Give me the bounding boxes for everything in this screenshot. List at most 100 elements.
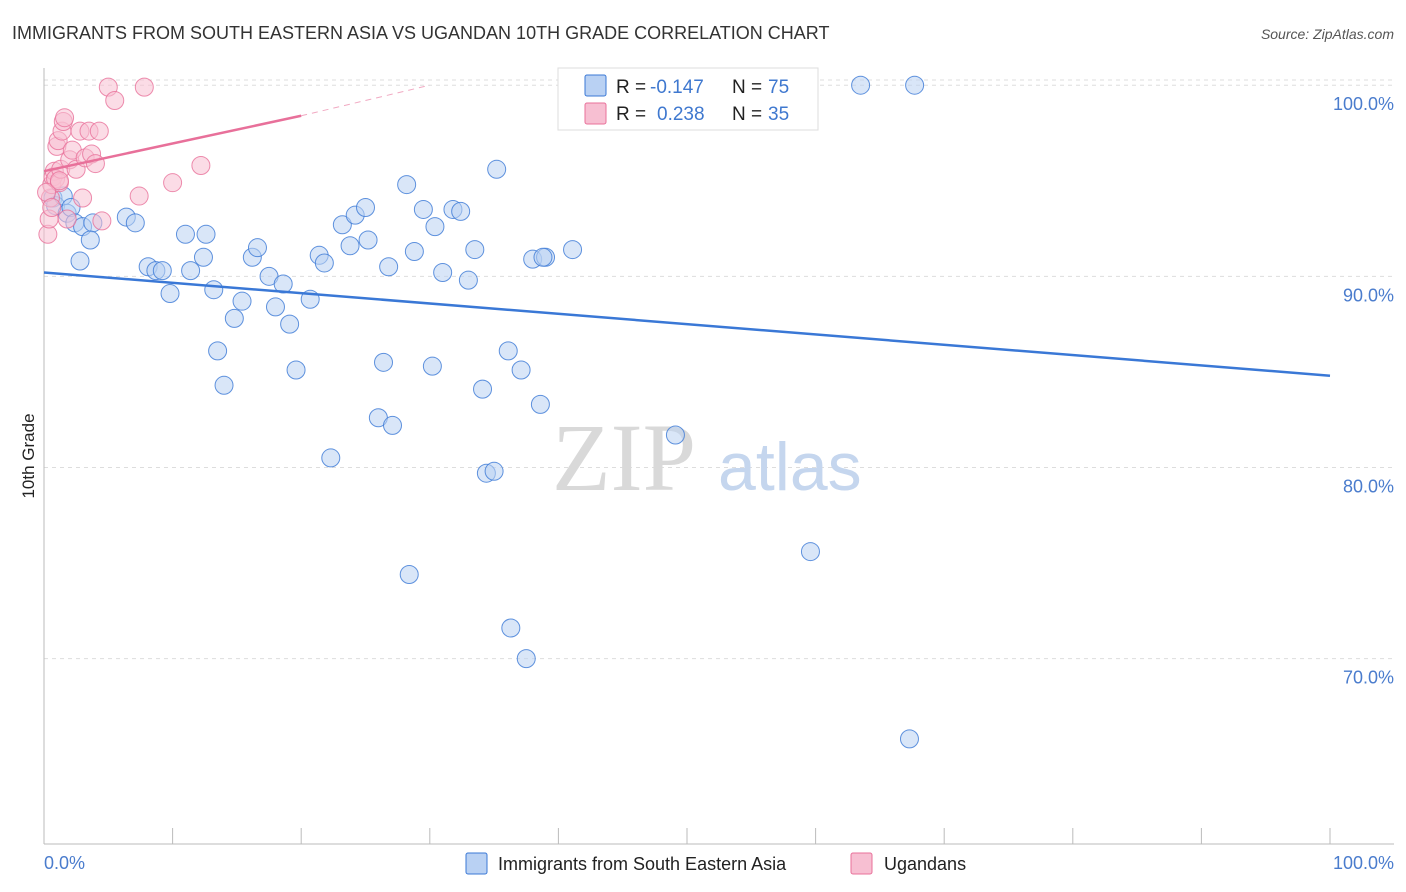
- data-point: [484, 461, 504, 481]
- data-point: [85, 154, 105, 174]
- legend-r-label-pink: R =: [616, 104, 646, 125]
- data-point: [332, 215, 352, 235]
- x-tick-label-0: 0.0%: [44, 853, 85, 873]
- x-tick-label-1: 100.0%: [1333, 853, 1394, 873]
- bottom-legend-label-pink: Ugandans: [884, 854, 966, 874]
- data-point: [105, 90, 125, 110]
- data-point: [286, 360, 306, 380]
- data-point: [498, 341, 518, 361]
- legend-r-value-blue: -0.147: [650, 77, 704, 98]
- data-point: [905, 75, 925, 95]
- data-point: [851, 75, 871, 95]
- data-point: [204, 280, 224, 300]
- scatter-points: [37, 75, 925, 749]
- y-axis-label: 10th Grade: [19, 413, 38, 498]
- series-pink: [37, 77, 211, 244]
- grid-lines: [44, 79, 1394, 660]
- data-point: [232, 291, 252, 311]
- legend-r-value-pink: 0.238: [657, 104, 705, 125]
- data-point: [265, 297, 285, 317]
- trend-line-pink: [43, 114, 302, 173]
- data-point: [247, 238, 267, 258]
- data-point: [425, 217, 445, 237]
- legend-n-value-blue: 75: [768, 77, 789, 98]
- watermark-zip: ZIP: [552, 404, 696, 511]
- data-point: [511, 360, 531, 380]
- data-point: [356, 198, 375, 218]
- data-point: [563, 240, 583, 260]
- data-point: [134, 77, 154, 97]
- bottom-legend-label-blue: Immigrants from South Eastern Asia: [498, 854, 787, 874]
- legend-swatch-pink: [584, 102, 607, 125]
- data-point: [899, 729, 919, 749]
- data-point: [89, 121, 109, 141]
- data-point: [501, 618, 521, 638]
- data-point: [533, 247, 553, 267]
- data-point: [530, 394, 550, 414]
- data-point: [422, 356, 442, 376]
- trend-line-extension-pink: [301, 84, 430, 117]
- data-point: [80, 230, 100, 250]
- legend-n-label-pink: N =: [732, 104, 762, 125]
- chart-title: IMMIGRANTS FROM SOUTH EASTERN ASIA VS UG…: [12, 23, 829, 43]
- data-point: [163, 173, 183, 193]
- data-point: [181, 261, 201, 281]
- data-point: [280, 314, 300, 334]
- bottom-legend-swatch-blue: [465, 852, 488, 875]
- data-point: [314, 253, 334, 273]
- data-point: [57, 209, 77, 229]
- y-tick-labels: 100.0% 90.0% 80.0% 70.0%: [1333, 94, 1394, 687]
- data-point: [374, 352, 394, 372]
- watermark-atlas: atlas: [718, 429, 862, 505]
- data-point: [399, 565, 419, 585]
- trend-line-blue: [43, 271, 1331, 377]
- data-point: [433, 263, 453, 283]
- data-point: [379, 257, 399, 277]
- legend-n-label-blue: N =: [732, 77, 762, 98]
- data-point: [665, 425, 685, 445]
- data-point: [458, 270, 478, 290]
- data-point: [208, 341, 228, 361]
- data-point: [516, 649, 536, 669]
- data-point: [193, 247, 213, 267]
- data-point: [49, 171, 69, 191]
- data-point: [224, 308, 244, 328]
- y-tick-label: 90.0%: [1343, 285, 1394, 305]
- data-point: [404, 241, 424, 261]
- legend-r-label-blue: R =: [616, 77, 646, 98]
- stats-legend: R = -0.147 N = 75 R = 0.238 N = 35: [557, 67, 819, 131]
- legend-swatch-blue: [584, 74, 607, 97]
- data-point: [340, 236, 360, 256]
- data-point: [321, 448, 341, 468]
- legend-n-value-pink: 35: [768, 104, 789, 125]
- data-point: [129, 186, 149, 206]
- data-point: [175, 224, 195, 244]
- data-point: [196, 224, 216, 244]
- data-point: [413, 199, 433, 219]
- data-point: [473, 379, 493, 399]
- trend-lines: [43, 84, 1331, 377]
- data-point: [465, 240, 485, 260]
- bottom-legend-swatch-pink: [850, 852, 873, 875]
- data-point: [397, 175, 417, 195]
- data-point: [487, 159, 507, 179]
- data-point: [70, 251, 90, 271]
- y-tick-label: 80.0%: [1343, 476, 1394, 496]
- chart-source: Source: ZipAtlas.com: [1261, 26, 1394, 42]
- y-tick-label: 100.0%: [1333, 94, 1394, 114]
- watermark: ZIP atlas: [552, 404, 862, 511]
- bottom-legend: Immigrants from South Eastern Asia Ugand…: [465, 852, 966, 875]
- data-point: [125, 213, 145, 233]
- data-point: [160, 284, 180, 304]
- x-tick-marks: [172, 828, 1331, 844]
- data-point: [214, 375, 234, 395]
- data-point: [42, 198, 62, 218]
- data-point: [92, 211, 112, 231]
- data-point: [383, 415, 403, 435]
- data-point: [152, 261, 172, 281]
- data-point: [55, 108, 75, 128]
- data-point: [73, 188, 93, 208]
- y-tick-label: 70.0%: [1343, 668, 1394, 688]
- data-point: [273, 274, 293, 294]
